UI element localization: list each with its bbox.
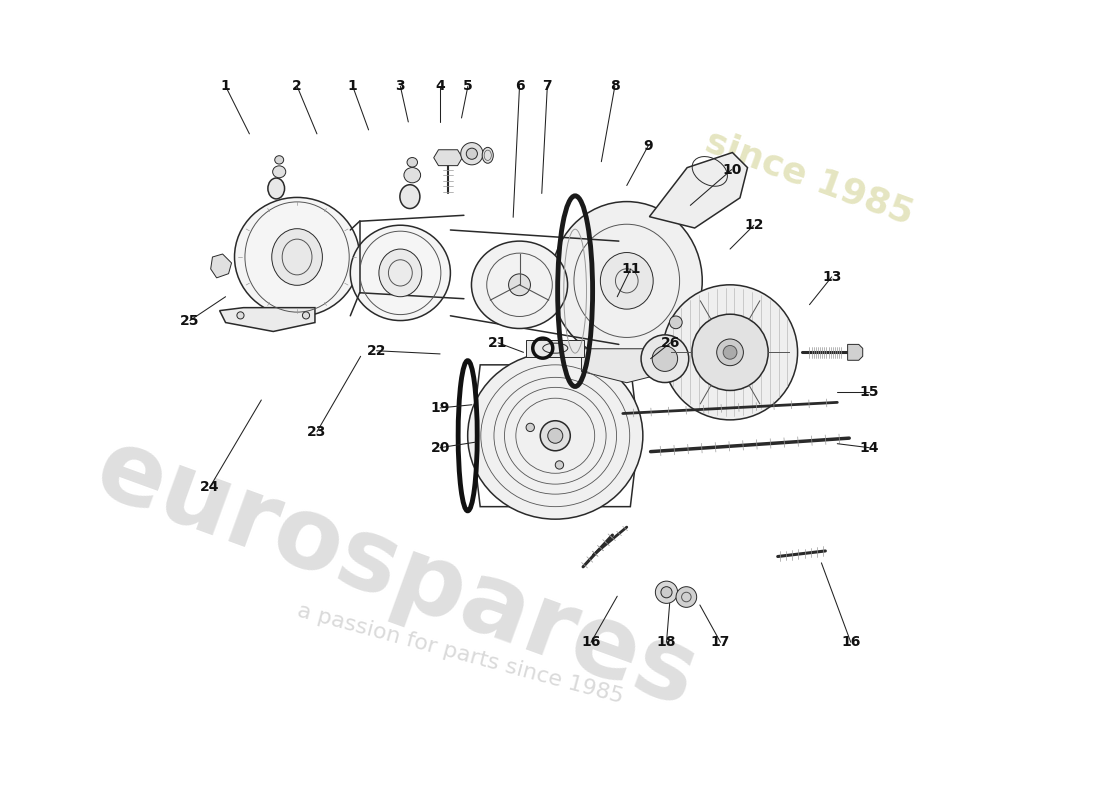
Ellipse shape — [275, 156, 284, 164]
Text: 5: 5 — [463, 79, 473, 93]
Polygon shape — [649, 153, 748, 228]
Circle shape — [540, 421, 570, 450]
Circle shape — [548, 428, 563, 443]
Polygon shape — [582, 349, 672, 382]
Text: 13: 13 — [822, 270, 842, 284]
Text: 12: 12 — [744, 218, 763, 232]
Text: 15: 15 — [859, 385, 879, 399]
Ellipse shape — [601, 253, 653, 309]
Text: 21: 21 — [488, 336, 508, 350]
Text: 22: 22 — [366, 344, 386, 358]
Circle shape — [526, 423, 535, 431]
Text: 25: 25 — [180, 314, 199, 327]
Ellipse shape — [400, 185, 420, 209]
Circle shape — [641, 335, 689, 382]
Ellipse shape — [551, 202, 702, 360]
Text: 16: 16 — [842, 635, 860, 650]
Text: 19: 19 — [430, 401, 450, 415]
Text: 14: 14 — [859, 441, 879, 454]
Circle shape — [670, 316, 682, 329]
Ellipse shape — [350, 226, 450, 321]
Circle shape — [556, 461, 563, 469]
Text: 24: 24 — [200, 480, 219, 494]
Ellipse shape — [482, 147, 493, 163]
Ellipse shape — [472, 241, 568, 329]
Polygon shape — [848, 344, 862, 360]
Text: 4: 4 — [436, 79, 446, 93]
Text: 17: 17 — [711, 635, 730, 650]
Text: 3: 3 — [396, 79, 405, 93]
Text: 1: 1 — [348, 79, 358, 93]
Polygon shape — [433, 150, 462, 166]
Text: 2: 2 — [293, 79, 303, 93]
Text: 1: 1 — [221, 79, 231, 93]
Circle shape — [461, 142, 483, 165]
Text: 6: 6 — [515, 79, 525, 93]
Text: eurospares: eurospares — [82, 421, 710, 729]
Circle shape — [656, 581, 678, 603]
Ellipse shape — [268, 178, 285, 199]
Circle shape — [717, 339, 744, 366]
Circle shape — [236, 312, 244, 319]
Ellipse shape — [404, 167, 420, 182]
Polygon shape — [526, 340, 584, 357]
Circle shape — [652, 346, 678, 371]
Circle shape — [676, 586, 696, 607]
Text: a passion for parts since 1985: a passion for parts since 1985 — [295, 601, 625, 707]
Ellipse shape — [407, 158, 418, 167]
Circle shape — [662, 285, 798, 420]
Ellipse shape — [378, 249, 421, 297]
Text: 18: 18 — [657, 635, 676, 650]
Polygon shape — [211, 254, 231, 278]
Text: 20: 20 — [430, 441, 450, 454]
Ellipse shape — [272, 229, 322, 286]
Text: 7: 7 — [542, 79, 552, 93]
Ellipse shape — [273, 166, 286, 178]
Ellipse shape — [234, 198, 360, 317]
Circle shape — [466, 148, 477, 159]
Text: 10: 10 — [722, 162, 741, 177]
Text: 8: 8 — [610, 79, 619, 93]
Text: 26: 26 — [661, 336, 680, 350]
Ellipse shape — [468, 352, 642, 519]
Ellipse shape — [508, 274, 530, 296]
Circle shape — [692, 314, 768, 390]
Text: since 1985: since 1985 — [701, 124, 918, 231]
Text: 11: 11 — [621, 262, 640, 276]
Text: 16: 16 — [581, 635, 601, 650]
Circle shape — [302, 312, 309, 319]
Text: 23: 23 — [307, 425, 327, 438]
Text: 9: 9 — [644, 138, 653, 153]
Circle shape — [723, 346, 737, 359]
Polygon shape — [220, 308, 315, 331]
Circle shape — [661, 586, 672, 598]
